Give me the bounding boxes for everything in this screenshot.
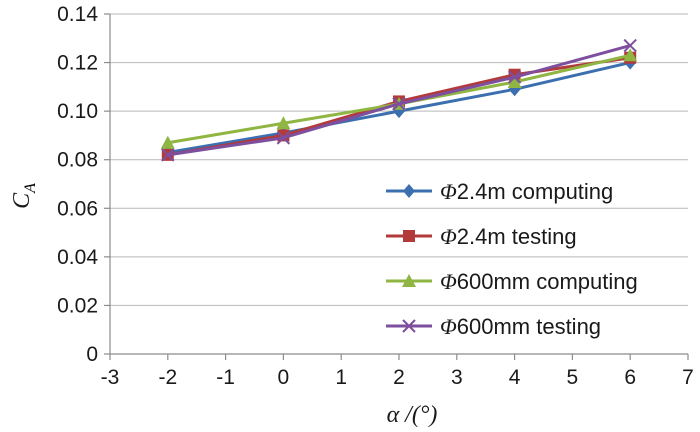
data-point [623, 48, 638, 62]
x-tick-label: 0 [278, 366, 290, 389]
data-point [507, 75, 522, 88]
y-tick-label: 0.02 [57, 294, 98, 317]
x-tick-label: 2 [393, 366, 405, 389]
legend-label-text: 2.4m computing [457, 179, 614, 204]
legend-label-symbol: Φ [440, 224, 457, 249]
legend-entry-2: Φ2.4m testing [386, 224, 577, 249]
y-tick-label: 0.14 [57, 3, 98, 26]
data-point [623, 38, 637, 53]
data-point [507, 70, 522, 84]
legend-label: Φ2.4m testing [440, 224, 577, 249]
legend-swatch-marker [402, 274, 416, 287]
x-axis-title: α /(°) [387, 402, 438, 428]
y-tick-label: 0.04 [57, 246, 98, 269]
x-tick-label: -1 [216, 366, 235, 389]
series-4 [161, 38, 637, 162]
x-tick-label: -3 [101, 366, 120, 389]
x-tick-label: 3 [451, 366, 463, 389]
y-tick-label: 0.06 [57, 197, 98, 220]
series-lines [160, 38, 638, 162]
y-tick-label: 0.12 [57, 52, 98, 75]
grid-lines [110, 13, 688, 306]
legend-entry-1: Φ2.4m computing [386, 179, 613, 204]
y-tick-label: 0.08 [57, 149, 98, 172]
legend-label-symbol: Φ [440, 179, 457, 204]
x-tick-label: 4 [509, 366, 521, 389]
legend-label: Φ2.4m computing [440, 179, 613, 204]
data-point [161, 148, 175, 162]
legend-label-symbol: Φ [440, 314, 457, 339]
legend-entry-4: Φ600mm testing [386, 314, 601, 339]
x-tick-label: -2 [158, 366, 177, 389]
data-point [392, 97, 406, 111]
x-tick-label: 7 [682, 366, 694, 389]
axes [104, 13, 689, 360]
data-point [508, 68, 521, 81]
tick-labels: -3 -2 -1 0 1 2 3 4 5 6 7 0 0.02 0.04 0.06 0.08 0.10 0.12 0… [57, 3, 694, 389]
y-tick-label: 0 [86, 343, 98, 366]
y-axis-title-main: C [9, 192, 35, 209]
x-tick-label: 6 [624, 366, 636, 389]
legend-entry-3: Φ600mm computing [386, 269, 638, 294]
legend-label-text: 600mm testing [457, 314, 601, 339]
data-point [276, 131, 291, 145]
y-axis-title-sub: A [22, 183, 39, 194]
legend-label-symbol: Φ [440, 269, 457, 294]
data-point [160, 135, 175, 149]
legend-label-text: 600mm computing [457, 269, 638, 294]
data-point [276, 116, 291, 130]
legend-label-text: 2.4m testing [457, 224, 577, 249]
legend-swatch-marker [403, 184, 415, 198]
legend-swatch-marker [402, 319, 416, 333]
x-tick-label: 1 [335, 366, 347, 389]
legend-label: Φ600mm computing [440, 269, 638, 294]
y-tick-label: 0.10 [57, 100, 98, 123]
y-axis-title: CA [9, 183, 39, 209]
legend-swatch-marker [403, 230, 415, 242]
x-tick-label: 5 [567, 366, 579, 389]
legend-label: Φ600mm testing [440, 314, 601, 339]
